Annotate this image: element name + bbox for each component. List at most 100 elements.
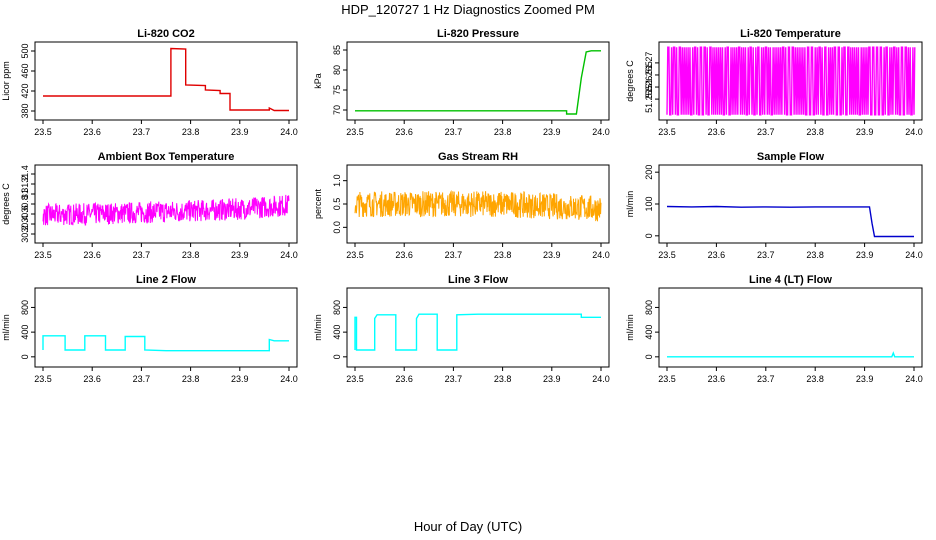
- x-tick-label: 23.8: [806, 374, 824, 384]
- x-tick-label: 23.6: [395, 127, 413, 137]
- y-tick-label: 51.27: [644, 52, 654, 75]
- series-line: [43, 47, 289, 112]
- x-tick-label: 24.0: [280, 127, 298, 137]
- series-line: [354, 313, 601, 351]
- panel-line-4-lt-flow: Line 4 (LT) Flow ml/min 23.5 23.6 23.7 23.8 23…: [625, 274, 923, 384]
- panel-title: Li-820 CO2: [137, 28, 194, 40]
- x-tick-label: 23.6: [395, 250, 413, 260]
- y-axis-label: ml/min: [1, 314, 11, 341]
- x-tick-label: 23.7: [757, 374, 775, 384]
- y-tick-label: 31: [20, 189, 30, 199]
- x-tick-label: 23.7: [133, 374, 151, 384]
- x-tick-label: 23.5: [658, 127, 676, 137]
- y-tick-label: 31.2: [20, 175, 30, 193]
- y-axis-label: percent: [313, 188, 323, 219]
- panel-title: Line 2 Flow: [136, 274, 196, 286]
- y-tick-label: 400: [644, 325, 654, 340]
- x-tick-label: 23.6: [83, 250, 101, 260]
- panel-title: Gas Stream RH: [438, 151, 518, 163]
- series-line: [666, 46, 916, 116]
- y-tick-label: 30.4: [20, 215, 30, 233]
- x-tick-label: 23.7: [757, 127, 775, 137]
- plot-frame: [658, 41, 923, 121]
- x-tick-label: 23.6: [708, 250, 726, 260]
- y-tick-label: 380: [20, 103, 30, 118]
- x-tick-label: 24.0: [592, 127, 610, 137]
- y-axis-label: ml/min: [625, 314, 635, 341]
- y-tick-label: 51.26: [644, 76, 654, 99]
- x-tick-label: 23.9: [231, 127, 249, 137]
- x-tick-label: 24.0: [905, 374, 923, 384]
- y-tick-label: 0.5: [332, 198, 342, 211]
- x-tick-label: 23.9: [231, 250, 249, 260]
- y-tick-label: 85: [332, 45, 342, 55]
- x-tick-label: 23.7: [757, 250, 775, 260]
- x-tick-label: 23.5: [34, 250, 52, 260]
- x-tick-label: 23.5: [658, 374, 676, 384]
- panel-gas-stream-rh: Gas Stream RH percent 23.5 23.6 23.7 23.8 23.9…: [313, 151, 610, 260]
- y-tick-label: 460: [20, 63, 30, 78]
- y-tick-label: 80: [332, 65, 342, 75]
- x-tick-label: 23.7: [445, 374, 463, 384]
- x-tick-label: 23.7: [445, 250, 463, 260]
- y-tick-label: 51.255: [644, 85, 654, 113]
- panel-li-820-co2: Li-820 CO2 Licor ppm 23.5 23.6 23.7 23.8 23.9 2…: [1, 28, 298, 137]
- y-axis-label: kPa: [313, 73, 323, 89]
- x-tick-label: 23.9: [543, 127, 561, 137]
- x-tick-label: 23.6: [708, 127, 726, 137]
- y-tick-label: 500: [20, 43, 30, 58]
- x-tick-label: 23.5: [346, 127, 364, 137]
- x-tick-label: 23.8: [182, 127, 200, 137]
- x-tick-label: 23.6: [83, 127, 101, 137]
- panel-line-3-flow: Line 3 Flow ml/min 23.5 23.6 23.7 23.8 23.9 24.…: [313, 274, 610, 384]
- y-tick-label: 31.4: [20, 165, 30, 183]
- plot-frame: [658, 287, 923, 368]
- y-tick-label: 30.6: [20, 205, 30, 223]
- x-tick-label: 23.9: [543, 374, 561, 384]
- x-tick-label: 23.8: [494, 127, 512, 137]
- panel-title: Ambient Box Temperature: [98, 151, 235, 163]
- x-tick-label: 23.8: [806, 250, 824, 260]
- plot-frame: [346, 287, 610, 368]
- x-tick-label: 23.9: [856, 374, 874, 384]
- x-tick-label: 23.5: [34, 127, 52, 137]
- x-tick-label: 23.6: [708, 374, 726, 384]
- x-tick-label: 23.7: [445, 127, 463, 137]
- x-tick-label: 23.5: [658, 250, 676, 260]
- y-axis-label: degrees C: [1, 183, 11, 225]
- y-axis-label: ml/min: [625, 191, 635, 218]
- panel-title: Sample Flow: [757, 151, 825, 163]
- y-tick-label: 800: [332, 300, 342, 315]
- y-axis-label: Licor ppm: [1, 61, 11, 101]
- x-tick-label: 23.6: [83, 374, 101, 384]
- y-tick-label: 51.265: [644, 61, 654, 89]
- panel-title: Line 3 Flow: [448, 274, 508, 286]
- plot-frame: [34, 287, 298, 368]
- y-tick-label: 75: [332, 85, 342, 95]
- x-tick-label: 23.5: [346, 374, 364, 384]
- x-tick-label: 24.0: [592, 250, 610, 260]
- x-tick-label: 23.9: [856, 250, 874, 260]
- y-tick-label: 420: [20, 83, 30, 98]
- x-tick-label: 24.0: [280, 374, 298, 384]
- x-tick-label: 23.8: [494, 250, 512, 260]
- y-tick-label: 100: [644, 196, 654, 211]
- plot-frame: [658, 164, 923, 244]
- x-tick-label: 23.5: [346, 250, 364, 260]
- y-tick-label: 0: [20, 354, 30, 359]
- y-tick-label: 800: [644, 300, 654, 315]
- series-line: [354, 189, 602, 222]
- x-tick-label: 23.8: [182, 250, 200, 260]
- series-line: [355, 50, 601, 115]
- y-tick-label: 30.2: [20, 225, 30, 243]
- plot-frame: [346, 41, 610, 121]
- x-tick-label: 23.9: [543, 250, 561, 260]
- series-line: [666, 205, 914, 238]
- panel-ambient-box-temperature: Ambient Box Temperature degrees C 23.5 23.6…: [1, 151, 298, 260]
- x-tick-label: 23.8: [494, 374, 512, 384]
- y-tick-label: 400: [20, 325, 30, 340]
- y-tick-label: 0: [644, 354, 654, 359]
- y-tick-label: 800: [20, 300, 30, 315]
- x-axis-label: Hour of Day (UTC): [414, 519, 522, 534]
- panel-sample-flow: Sample Flow ml/min 23.5 23.6 23.7 23.8 23.9 24.…: [625, 151, 923, 260]
